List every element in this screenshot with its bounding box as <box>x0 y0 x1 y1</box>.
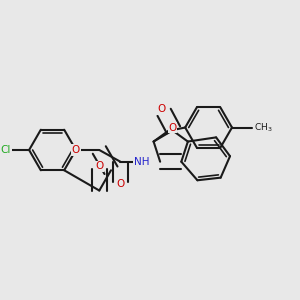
Text: O: O <box>95 161 103 172</box>
Text: O: O <box>116 179 124 189</box>
Text: CH$_3$: CH$_3$ <box>254 121 273 134</box>
Text: Cl: Cl <box>1 145 11 155</box>
Text: NH: NH <box>134 157 149 167</box>
Text: O: O <box>168 123 176 133</box>
Text: O: O <box>72 145 80 155</box>
Text: O: O <box>157 104 165 114</box>
